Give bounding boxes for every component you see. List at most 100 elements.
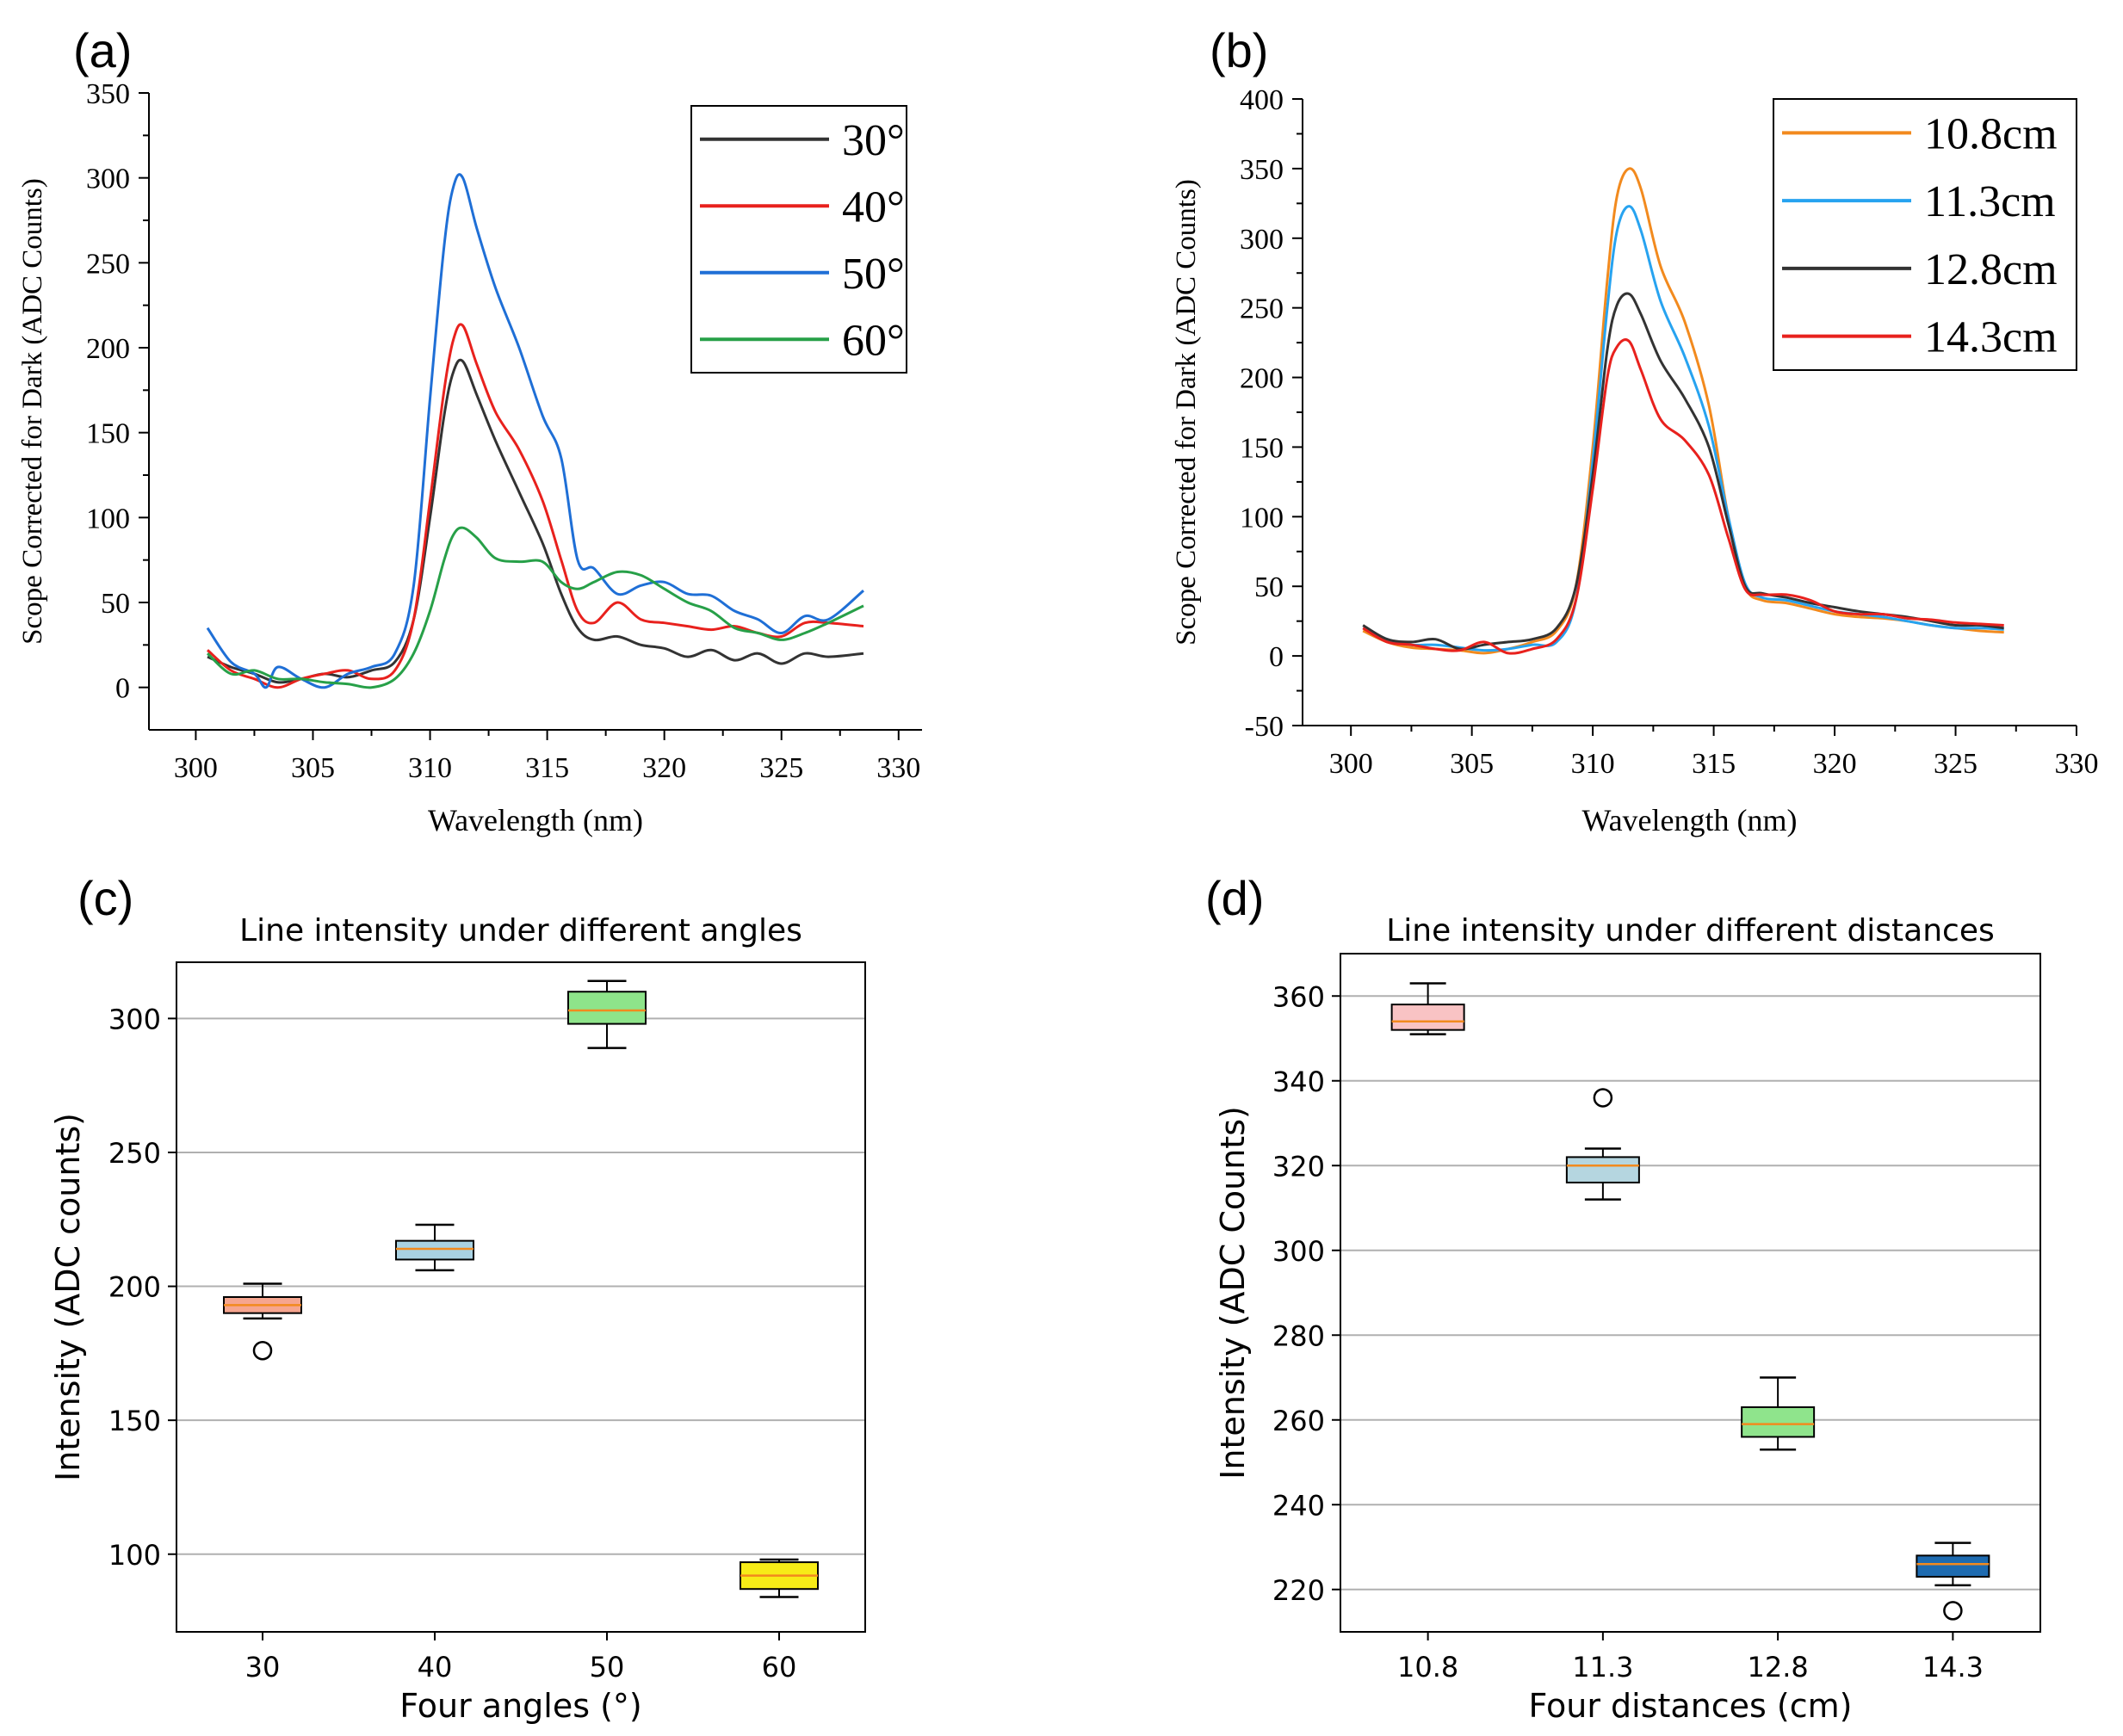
x-tick-label: 320 [1813, 748, 1857, 780]
x-tick-label: 315 [1692, 748, 1736, 780]
legend-box [1773, 98, 2077, 371]
y-tick-label: 200 [108, 1271, 161, 1304]
y-tick-label: 220 [1272, 1574, 1325, 1607]
y-tick-label: 280 [1272, 1319, 1325, 1352]
legend-label: 50° [842, 250, 905, 299]
series-line [206, 173, 864, 689]
x-tick-label: 10.8 [1397, 1651, 1458, 1683]
x-tick-label: 14.3 [1922, 1651, 1984, 1683]
y-tick-label: 320 [1272, 1150, 1325, 1183]
y-axis-label: Scope Corrected for Dark (ADC Counts) [17, 178, 48, 645]
series-line [1362, 338, 2004, 655]
x-axis-label: Four angles (°) [399, 1687, 642, 1725]
y-axis-label: Intensity (ADC Counts) [1214, 1106, 1252, 1480]
x-axis-label: Wavelength (nm) [1581, 803, 1797, 837]
x-tick-label: 325 [1934, 748, 1978, 780]
x-tick-label: 300 [1329, 748, 1373, 780]
chart-title: Line intensity under different distances [1386, 913, 1995, 948]
x-tick-label: 310 [408, 752, 452, 784]
x-tick-label: 305 [291, 752, 335, 784]
y-tick-label: 50 [1254, 571, 1284, 603]
panel-label: (a) [73, 23, 132, 77]
panel-label: (c) [77, 871, 133, 925]
y-tick-label: 200 [1240, 363, 1284, 395]
box-outlier [252, 1340, 273, 1361]
y-tick-label: 300 [86, 164, 130, 195]
legend-label: 14.3cm [1924, 313, 2058, 362]
y-tick-label: 250 [108, 1137, 161, 1170]
series-line [206, 526, 864, 689]
y-axis-label: Intensity (ADC counts) [49, 1113, 87, 1481]
plot-frame [1340, 953, 2041, 1633]
y-tick-label: 350 [86, 78, 130, 110]
x-tick-label: 320 [642, 752, 686, 784]
x-tick-label: 325 [759, 752, 803, 784]
y-axis-label: Scope Corrected for Dark (ADC Counts) [1171, 179, 1202, 646]
y-tick-label: 100 [108, 1539, 161, 1572]
y-tick-label: 100 [1240, 502, 1284, 534]
x-tick-label: 300 [174, 752, 218, 784]
y-tick-label: 250 [1240, 293, 1284, 325]
y-tick-label: 150 [86, 418, 130, 450]
series-line [207, 358, 864, 684]
legend-label: 10.8cm [1924, 109, 2058, 158]
y-tick-label: 400 [1240, 84, 1284, 116]
y-tick-label: 150 [1240, 432, 1284, 464]
x-tick-label: 40 [418, 1651, 453, 1683]
panel-label: (d) [1205, 871, 1264, 925]
x-axis-label: Wavelength (nm) [428, 803, 643, 837]
y-tick-label: 360 [1272, 980, 1325, 1013]
y-tick-label: 350 [1240, 154, 1284, 186]
series-line [1362, 205, 2004, 652]
x-tick-label: 11.3 [1572, 1651, 1633, 1683]
box-outlier [1943, 1601, 1963, 1621]
x-tick-label: 330 [2055, 748, 2099, 780]
panel-b: (b) 300 305 310 315 320 325 330 -50 0 50 100 150 200 2… [1171, 23, 2099, 837]
y-tick-label: 260 [1272, 1405, 1325, 1437]
chart-title: Line intensity under different angles [239, 913, 802, 948]
y-tick-label: 50 [101, 588, 130, 620]
series-line [1362, 167, 2004, 655]
legend-label: 30° [842, 116, 905, 165]
panel-label: (b) [1210, 23, 1268, 77]
box-body [567, 991, 647, 1025]
x-tick-label: 12.8 [1748, 1651, 1809, 1683]
plot-frame [176, 961, 866, 1633]
legend-label: 40° [842, 182, 905, 232]
y-tick-label: 100 [86, 503, 130, 534]
x-tick-label: 330 [876, 752, 920, 784]
panel-a: (a) 300 305 310 315 320 325 330 0 50 100 150 200 250 3… [17, 23, 922, 837]
legend-label: 60° [842, 316, 905, 365]
box-body [1565, 1156, 1640, 1183]
box-body [395, 1239, 474, 1261]
x-tick-label: 305 [1450, 748, 1494, 780]
box-body [1741, 1405, 1816, 1438]
y-tick-label: 250 [86, 248, 130, 280]
legend-label: 11.3cm [1924, 177, 2056, 226]
y-tick-label: 150 [108, 1405, 161, 1437]
box-body [1390, 1004, 1465, 1031]
panel-d: (d) Line intensity under different distan… [1205, 871, 2041, 1725]
y-tick-label: 200 [86, 333, 130, 365]
x-tick-label: 50 [590, 1651, 625, 1683]
series-line [207, 323, 864, 689]
y-tick-label: 240 [1272, 1489, 1325, 1522]
x-tick-label: 60 [762, 1651, 797, 1683]
box-body [1916, 1554, 1990, 1578]
x-tick-label: 310 [1571, 748, 1615, 780]
y-tick-label: -50 [1245, 711, 1284, 743]
x-tick-label: 315 [525, 752, 569, 784]
y-tick-label: 0 [1269, 641, 1284, 673]
legend-box [690, 105, 907, 374]
x-axis-label: Four distances (cm) [1529, 1687, 1853, 1725]
panel-c: (c) Line intensity under different angles… [49, 871, 866, 1725]
y-tick-label: 300 [1240, 224, 1284, 256]
legend-label: 12.8cm [1924, 245, 2058, 294]
y-tick-label: 340 [1272, 1066, 1325, 1098]
x-tick-label: 30 [245, 1651, 281, 1683]
y-tick-label: 300 [108, 1003, 161, 1035]
box-outlier [1593, 1088, 1613, 1108]
y-tick-label: 300 [1272, 1235, 1325, 1268]
